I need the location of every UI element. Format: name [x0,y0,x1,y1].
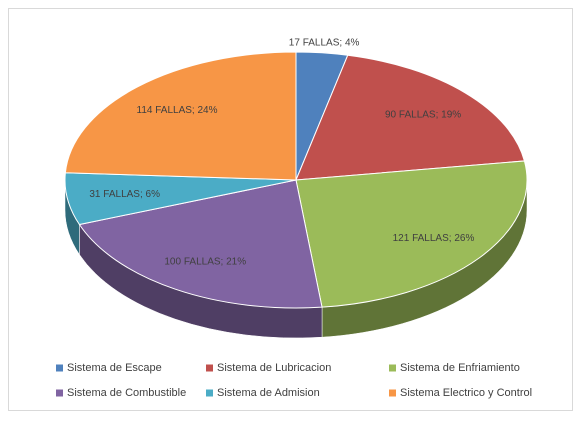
legend-label: Sistema de Lubricacion [217,362,331,374]
data-label: 114 FALLAS; 24% [137,105,218,116]
legend-swatch [389,389,396,397]
legend-label: Sistema Electrico y Control [400,387,532,399]
legend-swatch [206,389,213,397]
slice [295,54,526,181]
slice [64,51,297,181]
legend-label: Sistema de Enfriamiento [400,362,520,374]
legend-label: Sistema de Combustible [67,387,186,399]
legend-label: Sistema de Admision [217,387,320,399]
data-label: 121 FALLAS; 26% [393,233,475,244]
slice [78,179,323,309]
legend-swatch [56,364,63,372]
legend-swatch [56,389,63,397]
legend-swatch [389,364,396,372]
legend-swatch [206,364,213,372]
data-label: 100 FALLAS; 21% [164,256,246,267]
data-label: 31 FALLAS; 6% [89,189,160,200]
slice [295,160,528,308]
data-label: 17 FALLAS; 4% [289,37,360,48]
data-label: 90 FALLAS; 19% [385,109,461,120]
legend-label: Sistema de Escape [67,362,162,374]
